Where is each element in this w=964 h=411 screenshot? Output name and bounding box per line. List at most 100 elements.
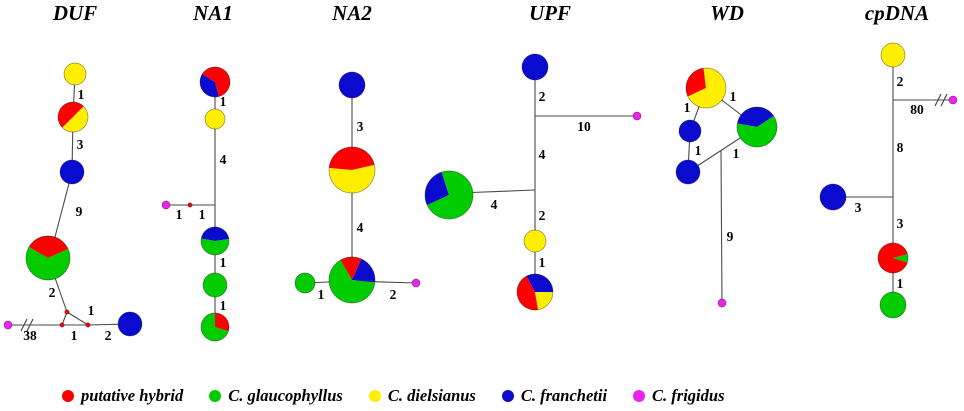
edge-step-label: 1: [539, 255, 546, 270]
haplotype-node: [187, 202, 193, 208]
edge-step-label: 1: [695, 143, 702, 158]
node-outline: [877, 242, 909, 274]
node-outline: [678, 119, 702, 143]
haplotype-node: [523, 229, 547, 253]
edge-step-label: 1: [220, 94, 227, 109]
pie-slice: [64, 309, 70, 315]
edge-step-label: 2: [539, 89, 546, 104]
node-outline: [819, 183, 847, 211]
mutation-edge: [66, 311, 89, 326]
edge-step-label: 2: [105, 328, 112, 343]
haplotype-node: [328, 146, 376, 194]
edge-step-label: 1: [176, 207, 183, 222]
pie-slice: [820, 184, 846, 210]
node-outline: [523, 229, 547, 253]
node-outline: [879, 291, 907, 319]
pie-slice: [535, 292, 553, 310]
haplotype-node: [57, 101, 89, 133]
node-outline: [3, 320, 13, 330]
haplotype-node: [675, 159, 701, 185]
haplotype-node: [717, 298, 727, 308]
node-outline: [328, 256, 376, 304]
pie-slice: [880, 292, 906, 318]
legend-item-glaucophyllus: C. glaucophyllus: [209, 386, 343, 406]
network-na2: 3 4 1 2: [294, 71, 421, 304]
hatch-mark-icon: [934, 93, 942, 107]
network-title-na1: NA1: [193, 1, 233, 25]
pie-slice: [200, 238, 229, 256]
haplotype-node: [521, 53, 549, 81]
node-outline: [161, 200, 171, 210]
node-outline: [200, 226, 230, 256]
edge-step-label: 8: [897, 140, 904, 155]
node-outline: [85, 322, 91, 328]
edge-step-label: 1: [220, 255, 227, 270]
edge-step-label: 3: [855, 200, 862, 215]
node-outline: [516, 273, 554, 311]
pie-slice: [676, 160, 700, 184]
pie-slice: [28, 235, 69, 258]
haplotype-node: [411, 278, 421, 288]
pie-slice: [200, 74, 219, 98]
network-title-na2: NA2: [332, 1, 372, 25]
pie-slice: [4, 321, 12, 329]
edge-step-label: 9: [76, 204, 83, 219]
haplotype-node: [328, 256, 376, 304]
pie-slice: [685, 68, 706, 97]
legend-label: C. glaucophyllus: [228, 386, 343, 405]
edge-step-label: 1: [733, 146, 740, 161]
haplotype-node: [516, 273, 554, 311]
legend-dot-green-icon: [209, 390, 222, 402]
edge-step-label: 1: [220, 298, 227, 313]
haplotype-node: [199, 66, 231, 98]
node-outline: [717, 298, 727, 308]
edge-step-label: 1: [684, 100, 691, 115]
pie-slice: [877, 242, 908, 273]
haplotype-node: [161, 200, 171, 210]
pie-slice: [718, 299, 726, 307]
haplotype-node: [632, 111, 642, 121]
legend-label: C. frigidus: [652, 386, 725, 405]
edge-step-label: 3: [897, 216, 904, 231]
haplotype-node: [294, 272, 316, 294]
pie-slice: [516, 276, 539, 311]
edge-step-label: 3: [357, 119, 364, 134]
pie-slice: [162, 201, 170, 209]
haplotype-node: [117, 311, 143, 337]
pie-slice: [58, 102, 84, 128]
haplotype-node: [202, 272, 228, 298]
haplotype-node: [424, 170, 474, 220]
pie-slice: [679, 120, 701, 142]
legend-item-franchetii: C. franchetii: [501, 386, 607, 406]
node-outline: [117, 311, 143, 337]
legend-dot-yellow-icon: [368, 390, 381, 402]
pie-slice: [329, 164, 376, 194]
network-title-duf: DUF: [52, 1, 98, 25]
hatch-mark-icon: [940, 93, 948, 107]
node-outline: [202, 272, 228, 298]
pie-slice: [339, 72, 365, 98]
node-outline: [200, 312, 230, 342]
haplotype-node: [678, 119, 702, 143]
edge-step-label: 2: [897, 74, 904, 89]
edge-step-label: 4: [357, 220, 364, 235]
pie-slice: [522, 54, 548, 80]
haplotype-node: [338, 71, 366, 99]
node-outline: [521, 53, 549, 81]
haplotype-node: [3, 320, 13, 330]
node-outline: [204, 108, 226, 130]
node-outline: [328, 146, 376, 194]
haplotype-node: [200, 226, 230, 256]
pie-slice: [329, 147, 375, 170]
pie-slice: [187, 202, 193, 208]
hatch-mark-icon: [20, 318, 28, 332]
node-outline: [424, 170, 474, 220]
pie-slice: [118, 312, 142, 336]
edge-step-label: 10: [577, 119, 591, 134]
node-outline: [294, 272, 316, 294]
pie-slice: [633, 112, 641, 120]
pie-slice: [59, 322, 65, 328]
node-outline: [675, 159, 701, 185]
edge-step-label: 4: [491, 197, 498, 212]
